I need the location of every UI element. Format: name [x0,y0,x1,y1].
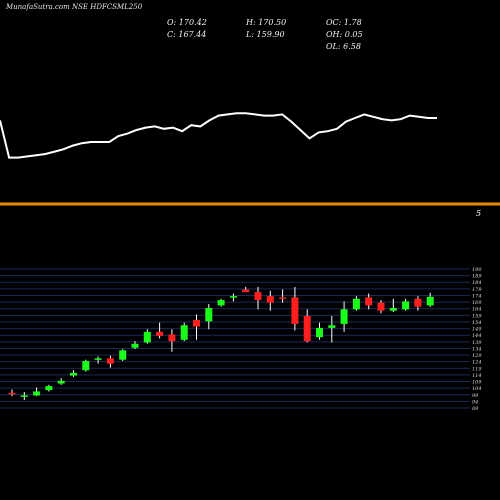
candle-up [33,391,41,396]
candle-down [377,302,385,311]
candle-up [352,298,360,310]
price-tick-label: 169 [472,300,482,306]
candle-up [180,325,188,340]
candle-up [402,301,410,310]
indicator-line [0,112,437,159]
candle-down [303,315,311,342]
candle-up [426,296,434,306]
close-value: C: 167.44 [167,30,207,39]
candle-up [131,343,139,348]
price-tick-label: 174 [472,293,482,299]
price-tick-label: 159 [472,313,482,319]
candle-up [143,331,151,343]
oc-value: OC: 1.78 [326,18,362,27]
candle-up [316,327,323,338]
low-value: L: 159.90 [246,30,285,39]
candle-up [94,358,102,360]
candle-up [389,308,397,311]
oh-value: OH: 0.05 [326,30,363,39]
candle-up [82,360,90,371]
candle-down [291,297,299,324]
candle-up [57,380,65,384]
candle-down [8,392,16,395]
price-tick-label: 190 [472,267,482,273]
price-tick-label: 154 [472,320,482,326]
candle-up [205,308,213,322]
candle-down [365,297,373,306]
price-tick-label: 179 [472,287,482,293]
candle-up [20,395,28,397]
chart-header: MunafaSutra.com NSE HDFCSML250 [6,3,142,11]
candle-up [340,309,348,324]
candle-down [266,296,274,303]
open-value: O: 170.42 [167,18,207,27]
price-tick-label: 114 [472,373,482,379]
price-tick-label: 139 [472,340,482,346]
high-value: H: 170.50 [246,18,287,27]
price-grid [0,268,470,409]
price-tick-label: 189 [472,274,482,280]
candle-up [70,372,77,376]
candle-up [217,300,225,306]
candle-up [328,325,336,328]
price-tick-label: 129 [472,353,482,359]
price-tick-label: 184 [472,280,482,286]
candle-down [242,289,250,293]
candle-down [168,334,176,342]
candle-up [45,386,53,391]
price-tick-label: 134 [472,346,482,352]
price-tick-label: 144 [472,333,482,339]
brand-label: MunafaSutra.com [6,3,70,11]
price-tick-label: 164 [472,307,482,313]
symbol-label: NSE HDFCSML250 [72,3,143,11]
candle-down [156,331,164,336]
price-tick-label: 89 [472,406,479,412]
candle-down [106,358,114,364]
ol-value: OL: 6.58 [326,42,361,51]
price-tick-label: 119 [472,366,482,372]
candle-down [193,319,200,327]
candle-down [254,292,262,301]
price-axis: 1901891841791741691641591541491441391341… [472,267,482,412]
price-tick-label: 109 [472,380,482,386]
candles [8,286,434,401]
price-tick-label: 99 [472,393,479,399]
price-tick-label: 149 [472,327,482,333]
divider-value-label: 5 [476,209,481,218]
candle-down [414,298,422,307]
price-tick-label: 124 [472,360,482,366]
price-tick-label: 94 [472,399,478,405]
price-tick-label: 104 [472,386,482,392]
candle-up [119,350,127,360]
candle-up [229,296,237,298]
candle-down [279,297,287,299]
